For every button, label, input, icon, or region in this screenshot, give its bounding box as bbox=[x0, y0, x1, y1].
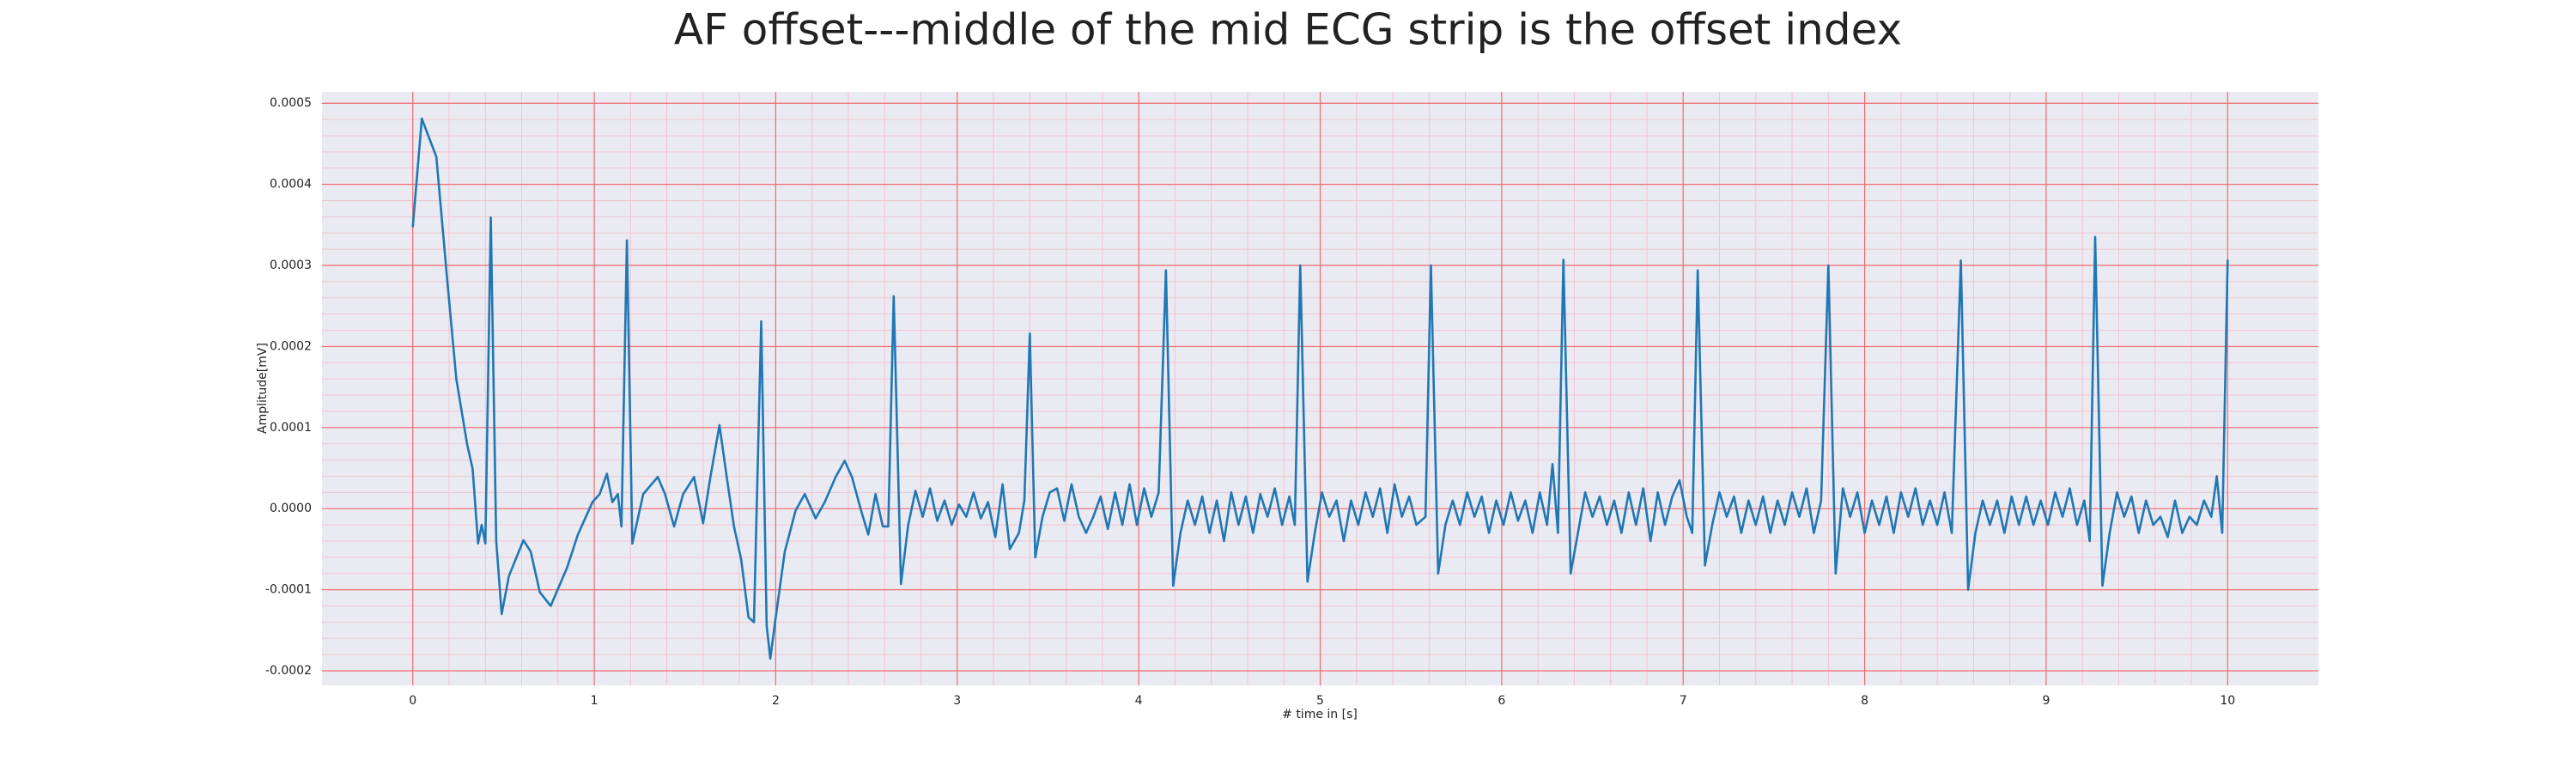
y-tick-label: 0.0003 bbox=[270, 259, 312, 272]
x-tick-label: 0 bbox=[409, 694, 416, 708]
x-tick-label: 9 bbox=[2042, 694, 2050, 708]
x-tick-label: 6 bbox=[1498, 694, 1505, 708]
y-tick-label: 0.0000 bbox=[270, 502, 312, 515]
chart-title: AF offset---middle of the mid ECG strip … bbox=[674, 5, 1902, 55]
x-tick-label: 7 bbox=[1680, 694, 1687, 708]
x-tick-label: 10 bbox=[2220, 694, 2235, 708]
ecg-line bbox=[411, 117, 2229, 660]
x-tick-label: 8 bbox=[1861, 694, 1868, 708]
y-tick-label: 0.0001 bbox=[270, 421, 312, 435]
x-tick-label: 5 bbox=[1316, 694, 1324, 708]
y-tick-label: -0.0002 bbox=[265, 664, 312, 678]
y-tick-label: 0.0004 bbox=[270, 178, 312, 192]
x-axis-label: # time in [s] bbox=[1282, 708, 1358, 721]
major-grid bbox=[322, 92, 2318, 685]
x-tick-label: 4 bbox=[1135, 694, 1143, 708]
x-tick-label: 3 bbox=[953, 694, 961, 708]
x-tick-label: 2 bbox=[772, 694, 780, 708]
y-tick-label: -0.0001 bbox=[265, 583, 312, 597]
y-tick-label: 0.0002 bbox=[270, 339, 312, 353]
x-tick-label: 1 bbox=[591, 694, 598, 708]
y-axis-label: Amplitude[mV] bbox=[256, 343, 270, 434]
y-tick-label: 0.0005 bbox=[270, 96, 312, 110]
